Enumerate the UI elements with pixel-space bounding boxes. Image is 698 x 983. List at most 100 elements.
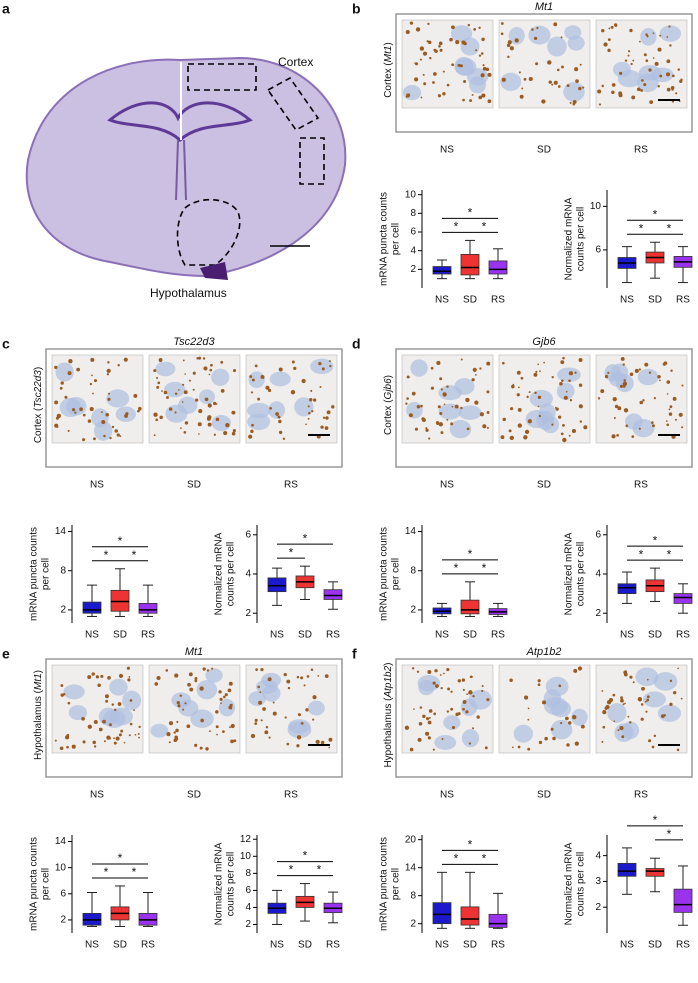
mrna-dot [93, 719, 98, 724]
mrna-dot [566, 743, 570, 747]
y-tick-label: 6 [595, 529, 601, 540]
mrna-dot [133, 709, 135, 712]
mrna-dot [203, 366, 208, 371]
mrna-dot [102, 719, 106, 724]
mrna-dot [224, 693, 228, 697]
x-tick-label: RS [326, 940, 340, 951]
mrna-dot [409, 747, 414, 752]
mrna-dot [556, 68, 560, 72]
gene-title: Tsc22d3 [173, 336, 215, 348]
mrna-dot [624, 702, 626, 705]
mrna-dot [163, 390, 168, 395]
mrna-dot [511, 746, 514, 749]
mrna-dot [227, 688, 232, 693]
panel: f Atp1b2 Hypothalamus (Atp1b2) NS SD RS 2 8 14 20… [352, 646, 693, 951]
y-tick-label: 2 [60, 915, 66, 926]
mrna-dot [643, 83, 647, 87]
mrna-dot [514, 38, 519, 43]
y-tick-label: 20 [405, 834, 417, 845]
image-label: NS [440, 145, 454, 156]
mrna-dot [223, 695, 226, 699]
mrna-dot [66, 745, 69, 749]
mrna-dot [414, 62, 419, 66]
mrna-dot [233, 739, 237, 743]
mrna-dot [611, 90, 615, 95]
mrna-dot [613, 720, 616, 723]
mrna-dot [248, 434, 253, 439]
mrna-dot [481, 684, 484, 687]
mrna-dot [439, 48, 443, 52]
mrna-dot [653, 734, 657, 738]
nucleus [529, 389, 553, 408]
mrna-dot [317, 675, 320, 677]
mrna-dot [450, 422, 454, 426]
mrna-dot [465, 710, 469, 714]
mrna-dot [619, 726, 624, 731]
mrna-dot [229, 726, 231, 729]
mrna-dot [439, 411, 443, 416]
significance-star: * [303, 849, 308, 863]
mrna-dot [230, 739, 234, 744]
mrna-dot [438, 422, 444, 427]
mrna-dot [632, 681, 635, 684]
mrna-dot [194, 679, 198, 683]
mrna-dot [446, 418, 449, 421]
panel: e Mt1 Hypothalamus (Mt1) NS SD RS 2 6 10 14 mRNA p… [2, 646, 343, 951]
mrna-dot [433, 48, 437, 52]
significance-star: * [468, 838, 473, 852]
mrna-dot [286, 679, 291, 684]
mrna-dot [213, 433, 216, 436]
mrna-dot [578, 404, 583, 409]
mrna-dot [405, 402, 408, 405]
mrna-dot [177, 704, 181, 708]
mrna-dot [422, 714, 426, 719]
panel-a: a Cortex Hypothalamus [2, 1, 347, 300]
mrna-dot [648, 371, 652, 374]
mrna-dot [617, 729, 620, 732]
mrna-dot [612, 396, 617, 402]
mrna-dot [538, 740, 543, 745]
mrna-dot [208, 373, 211, 376]
mrna-dot [541, 99, 546, 104]
image-label: NS [90, 790, 104, 801]
mrna-dot [183, 390, 188, 395]
mrna-dot [644, 362, 649, 367]
significance-star: * [667, 547, 672, 561]
nucleus [205, 668, 223, 683]
mrna-dot [671, 88, 674, 91]
x-tick-label: RS [141, 940, 155, 951]
nucleus [248, 691, 266, 707]
mrna-dot [571, 429, 577, 434]
mrna-dot [430, 366, 434, 370]
nucleus [449, 419, 472, 439]
mrna-dot [216, 733, 218, 736]
mrna-dot [547, 60, 552, 65]
nucleus [541, 416, 560, 434]
nucleus [461, 729, 480, 748]
x-tick-label: SD [463, 940, 477, 951]
mrna-dot [206, 416, 211, 421]
x-tick-label: RS [676, 630, 690, 641]
mrna-dot [531, 28, 534, 31]
mrna-dot [269, 407, 272, 410]
mrna-dot [657, 47, 662, 52]
nucleus [528, 25, 551, 45]
mrna-dot [137, 732, 140, 735]
mrna-dot [506, 43, 511, 48]
mrna-dot [539, 370, 541, 372]
mrna-dot [137, 409, 140, 413]
x-tick-label: RS [491, 295, 505, 306]
y-axis-label: per cell [391, 868, 402, 900]
mrna-dot [537, 363, 540, 366]
mrna-dot [451, 405, 454, 408]
mrna-dot [177, 389, 180, 391]
mrna-dot [174, 411, 177, 414]
mrna-dot [646, 35, 649, 38]
y-axis-label: mRNA puncta counts [379, 837, 390, 931]
mrna-dot [628, 50, 631, 53]
mrna-dot [521, 87, 524, 90]
mrna-dot [210, 363, 213, 367]
cortex-label: Cortex [278, 55, 313, 69]
significance-star: * [482, 220, 487, 234]
mrna-dot [260, 668, 264, 672]
